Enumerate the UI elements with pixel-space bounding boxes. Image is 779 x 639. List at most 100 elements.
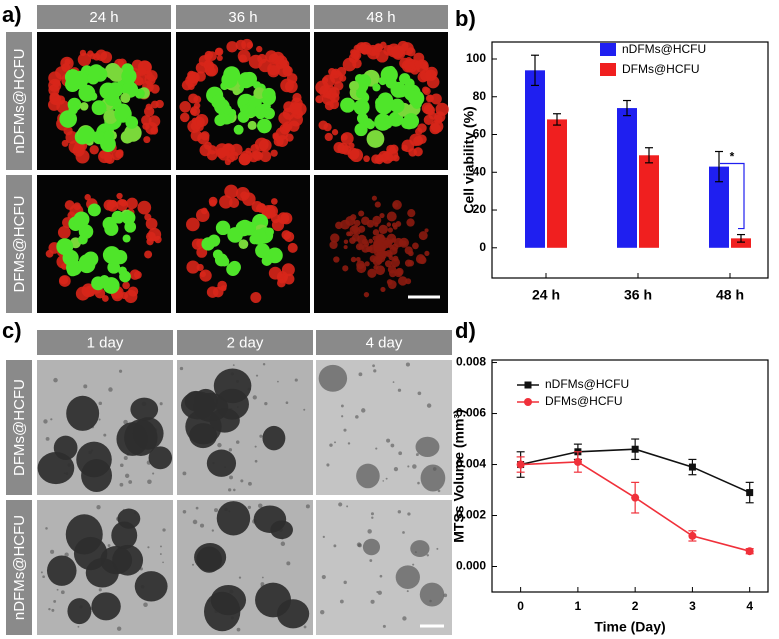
cell — [363, 155, 370, 163]
debris — [402, 531, 405, 534]
legend-label: DFMs@HCFU — [545, 394, 623, 408]
cell — [374, 201, 381, 208]
cell — [246, 41, 254, 49]
spheroid — [66, 395, 100, 431]
cell — [429, 122, 441, 135]
cell — [329, 99, 340, 110]
cell — [364, 261, 370, 267]
cell — [195, 71, 206, 82]
cell — [196, 119, 203, 127]
cell — [124, 124, 142, 142]
cell — [137, 67, 147, 76]
debris — [264, 402, 268, 406]
cell — [228, 197, 240, 209]
debris — [357, 543, 362, 548]
cell — [179, 101, 191, 113]
cell — [77, 52, 92, 67]
cell — [199, 144, 212, 157]
significance-bracket — [720, 162, 745, 230]
debris — [397, 388, 402, 392]
cell — [424, 228, 429, 233]
cell — [408, 90, 425, 107]
cell — [369, 255, 377, 263]
cell — [261, 255, 273, 266]
cell — [375, 49, 389, 63]
debris — [217, 442, 222, 448]
column-header-label: 24 h — [89, 9, 118, 26]
spheroid — [270, 520, 293, 540]
debris — [119, 482, 124, 487]
cell — [365, 120, 376, 130]
cell — [330, 233, 340, 243]
cell — [115, 150, 124, 159]
cell — [143, 136, 151, 144]
cell — [331, 69, 338, 76]
bar — [639, 155, 659, 248]
annotation: * — [730, 150, 735, 164]
cell — [379, 212, 385, 219]
cell — [325, 91, 332, 99]
spheroid — [276, 599, 310, 629]
cell — [211, 94, 226, 110]
debris — [443, 593, 448, 598]
spheroid — [395, 565, 420, 590]
cell — [75, 149, 90, 164]
cell — [277, 278, 286, 288]
debris — [370, 599, 375, 604]
debris — [238, 576, 242, 579]
cell — [258, 58, 272, 73]
cell — [199, 269, 212, 282]
cell — [354, 122, 368, 137]
debris — [343, 580, 347, 585]
panel-label: a) — [2, 2, 22, 27]
debris — [98, 418, 101, 421]
cell — [235, 39, 247, 51]
cell — [144, 213, 152, 221]
cell — [63, 126, 73, 136]
cell — [424, 250, 430, 256]
debris — [42, 575, 45, 579]
debris — [358, 372, 363, 377]
debris — [64, 552, 69, 557]
x-tick-label: 36 h — [624, 287, 652, 303]
cell — [247, 120, 257, 130]
spheroid — [189, 423, 218, 449]
debris — [179, 366, 184, 371]
bar — [617, 108, 637, 248]
cell — [200, 131, 210, 141]
cell — [356, 260, 365, 270]
cell — [413, 135, 424, 146]
cell — [216, 55, 223, 62]
cell — [400, 240, 407, 247]
cell — [329, 240, 338, 250]
legend-swatch — [600, 63, 616, 76]
cell — [251, 229, 267, 245]
cell — [214, 47, 223, 56]
cell — [323, 123, 332, 132]
debris — [436, 547, 439, 550]
debris — [347, 442, 351, 445]
debris — [123, 456, 128, 461]
cell — [196, 246, 208, 258]
y-tick-label: 40 — [473, 164, 487, 178]
cell — [78, 255, 96, 274]
debris — [385, 477, 388, 480]
bar — [547, 119, 567, 248]
cell — [185, 74, 198, 88]
debris — [294, 378, 298, 382]
debris — [83, 384, 88, 389]
debris — [107, 544, 111, 547]
debris — [53, 600, 57, 603]
cell — [392, 202, 399, 208]
point — [516, 460, 525, 469]
cell — [116, 192, 123, 200]
cell — [91, 100, 107, 116]
debris — [397, 510, 402, 514]
cell — [88, 64, 105, 81]
x-tick-label: 1 — [575, 599, 582, 613]
cell — [57, 225, 71, 239]
debris — [229, 475, 234, 480]
spheroid — [132, 417, 164, 450]
point — [688, 531, 697, 540]
